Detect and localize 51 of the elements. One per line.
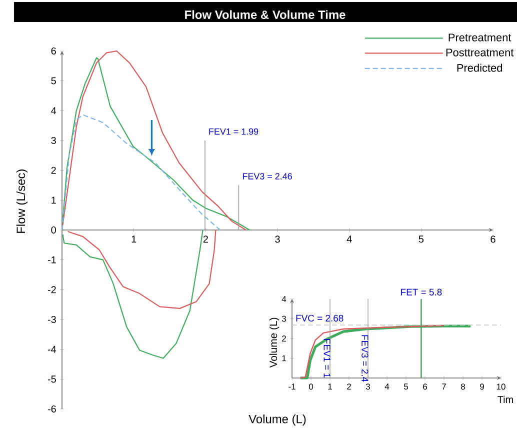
y-tick-label: -3 <box>48 316 56 324</box>
line-series <box>67 229 216 309</box>
x-tick-label: 9 <box>480 384 484 390</box>
x-tick-label: 5 <box>404 384 408 390</box>
ref-line-label: FVC = 2.68 <box>296 314 344 322</box>
x-tick-label: 2 <box>203 236 208 243</box>
x-tick-label: 6 <box>423 384 427 390</box>
x-tick-label: 7 <box>442 384 446 390</box>
x-tick-label: 4 <box>346 236 352 242</box>
y-tick-label: 3 <box>282 316 286 322</box>
y-tick-label: -5 <box>48 376 56 383</box>
ref-line-label: FEV1 = 1.99 <box>209 128 258 135</box>
y-tick-label: 4 <box>282 296 286 302</box>
x-tick-label: 0 <box>308 384 314 390</box>
y-axis-title: Flow (L/sec) <box>16 170 28 233</box>
x-tick-label: 6 <box>490 236 496 243</box>
x-tick-label: 1 <box>328 384 332 390</box>
y-tick-label: 3 <box>51 136 56 144</box>
line-series <box>62 229 204 359</box>
y-tick-label: -4 <box>48 346 56 353</box>
text: Predicted <box>457 64 502 72</box>
y-tick-label: 2 <box>282 336 286 342</box>
x-tick-label: 8 <box>461 384 465 390</box>
x-tick-label: 4 <box>384 384 390 390</box>
y-tick-label: -2 <box>48 286 56 294</box>
y-tick-label: 1 <box>282 355 286 362</box>
ref-line-label: FET = 5.8 <box>401 288 442 296</box>
x-tick-label: 5 <box>418 236 424 243</box>
x-tick-label: 3 <box>275 236 280 243</box>
y-tick-label: -1 <box>48 256 56 264</box>
ref-line-label: FEV1 = 1 <box>324 339 330 378</box>
text: Posttreatment <box>446 48 514 56</box>
y-tick-label: 6 <box>51 47 56 55</box>
x-tick-label: 3 <box>366 384 370 390</box>
y-tick-label: -6 <box>48 405 56 413</box>
x-tick-label: 1 <box>132 236 136 242</box>
x-tick-label: 2 <box>347 384 351 390</box>
y-axis-title: Volume (L) <box>269 318 280 368</box>
chart-title: Flow Volume & Volume Time <box>185 10 346 19</box>
ref-line-label: FEV3 = 2.4 <box>362 335 368 382</box>
y-tick-label: 2 <box>51 166 56 174</box>
y-tick-label: 5 <box>51 77 56 84</box>
ref-line-label: FEV3 = 2.46 <box>242 173 292 180</box>
y-tick-label: 1 <box>52 196 56 204</box>
text: Pretreatment <box>448 34 512 42</box>
x-tick-label: 10 <box>496 384 506 390</box>
y-tick-label: 0 <box>51 226 56 234</box>
y-tick-label: 4 <box>51 107 56 114</box>
x-axis-title: Volume (L) <box>248 414 306 426</box>
x-axis-title: Tim <box>498 396 513 403</box>
x-tick-label: -1 <box>288 384 296 390</box>
